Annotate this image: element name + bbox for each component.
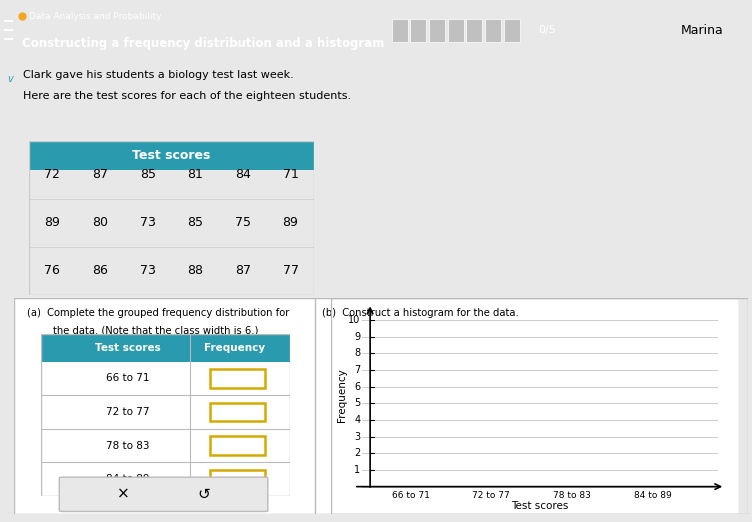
Bar (29, 141, 314, 170)
Text: 85: 85 (140, 168, 156, 181)
Bar (466, 19, 482, 42)
Text: 78 to 83: 78 to 83 (553, 491, 591, 500)
Text: Test scores: Test scores (96, 343, 161, 353)
Text: 1: 1 (354, 465, 360, 475)
Text: 2: 2 (354, 448, 360, 458)
Text: 73: 73 (140, 264, 156, 277)
Text: 87: 87 (92, 168, 108, 181)
Text: 73: 73 (140, 216, 156, 229)
Text: 84: 84 (235, 168, 251, 181)
Text: Data Analysis and Probability: Data Analysis and Probability (29, 11, 162, 21)
FancyBboxPatch shape (14, 298, 739, 514)
Text: (b)  Construct a histogram for the data.: (b) Construct a histogram for the data. (322, 309, 519, 318)
Text: ↺: ↺ (197, 487, 210, 502)
Text: 66 to 71: 66 to 71 (392, 491, 429, 500)
Text: 81: 81 (187, 168, 203, 181)
FancyBboxPatch shape (210, 402, 265, 421)
Text: 72 to 77: 72 to 77 (472, 491, 510, 500)
Text: 72 to 77: 72 to 77 (107, 407, 150, 417)
Text: 3: 3 (354, 432, 360, 442)
Bar (447, 19, 464, 42)
FancyBboxPatch shape (59, 477, 268, 512)
FancyBboxPatch shape (210, 436, 265, 455)
Text: v: v (8, 74, 13, 84)
Text: 75: 75 (235, 216, 251, 229)
Text: Here are the test scores for each of the eighteen students.: Here are the test scores for each of the… (23, 91, 350, 101)
Text: 76: 76 (44, 264, 60, 277)
Bar (392, 19, 408, 42)
Text: Test scores: Test scores (511, 501, 569, 511)
Text: 84 to 89: 84 to 89 (634, 491, 672, 500)
Text: 66 to 71: 66 to 71 (107, 373, 150, 383)
Bar (504, 19, 520, 42)
Text: 4: 4 (354, 415, 360, 425)
Text: 89: 89 (283, 216, 299, 229)
Text: Marina: Marina (681, 23, 723, 37)
Text: Frequency: Frequency (337, 368, 347, 422)
Text: Frequency: Frequency (205, 343, 265, 353)
Text: 72: 72 (44, 168, 60, 181)
Text: 5: 5 (354, 398, 360, 408)
Text: 10: 10 (348, 315, 360, 325)
Text: 80: 80 (92, 216, 108, 229)
Bar (41, 334, 290, 362)
Bar (429, 19, 445, 42)
Text: 86: 86 (92, 264, 108, 277)
Text: 87: 87 (235, 264, 251, 277)
Text: Constructing a frequency distribution and a histogram: Constructing a frequency distribution an… (22, 37, 384, 50)
Text: 71: 71 (283, 168, 299, 181)
Text: 89: 89 (44, 216, 60, 229)
Text: 8: 8 (354, 348, 360, 359)
Text: 84 to 89: 84 to 89 (107, 474, 150, 484)
FancyBboxPatch shape (210, 369, 265, 388)
Text: 85: 85 (187, 216, 203, 229)
Bar (485, 19, 501, 42)
FancyBboxPatch shape (210, 470, 265, 489)
Text: 0/5: 0/5 (538, 25, 556, 35)
Text: 77: 77 (283, 264, 299, 277)
Text: the data. (Note that the class width is 6.): the data. (Note that the class width is … (53, 326, 259, 336)
Text: 6: 6 (354, 382, 360, 392)
Text: 88: 88 (187, 264, 203, 277)
Text: Test scores: Test scores (132, 149, 211, 162)
Text: 9: 9 (354, 332, 360, 342)
Text: 78 to 83: 78 to 83 (107, 441, 150, 450)
Text: (a)  Complete the grouped frequency distribution for: (a) Complete the grouped frequency distr… (26, 309, 289, 318)
Text: ×: × (117, 487, 130, 502)
Text: Clark gave his students a biology test last week.: Clark gave his students a biology test l… (23, 69, 293, 79)
Bar (411, 19, 426, 42)
Text: 7: 7 (354, 365, 360, 375)
